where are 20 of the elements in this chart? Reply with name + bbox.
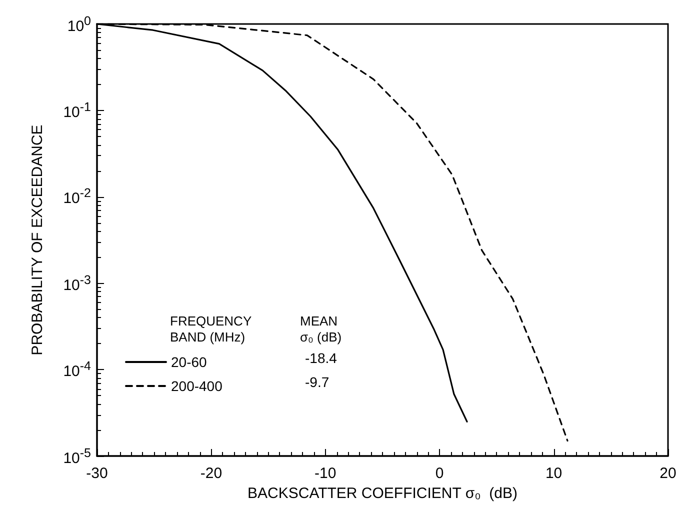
y-tick-label: 10$^{0}$ [67, 14, 91, 34]
x-tick-label: 10 [545, 465, 562, 482]
y-tick-label: 10$^{-4}$ [63, 359, 91, 380]
x-axis-title: BACKSCATTER COEFFICIENT σ₀ (dB) [248, 485, 518, 502]
y-tick-label: 10$^{-1}$ [63, 100, 91, 121]
y-axis-title: PROBABILITY OF EXCEEDANCE [29, 124, 46, 356]
legend-title: FREQUENCY BAND (MHz) [170, 314, 252, 344]
x-tick-label: 20 [660, 465, 676, 482]
legend-label: 20-60 [171, 354, 208, 370]
y-tick-label: 10$^{-2}$ [63, 186, 91, 208]
annotation: -9.7 [305, 374, 330, 390]
y-tick-label: 10$^{-5}$ [63, 446, 91, 466]
annotation: MEAN σ₀ (dB) [300, 314, 342, 344]
x-tick-label: -30 [86, 465, 108, 482]
y-tick-label: 10$^{-3}$ [63, 272, 91, 294]
x-tick-label: -20 [200, 465, 222, 482]
legend-label: 200-400 [171, 378, 223, 394]
annotation: -18.4 [305, 350, 338, 366]
x-tick-label: -10 [314, 465, 336, 482]
x-tick-label: 0 [435, 465, 444, 482]
